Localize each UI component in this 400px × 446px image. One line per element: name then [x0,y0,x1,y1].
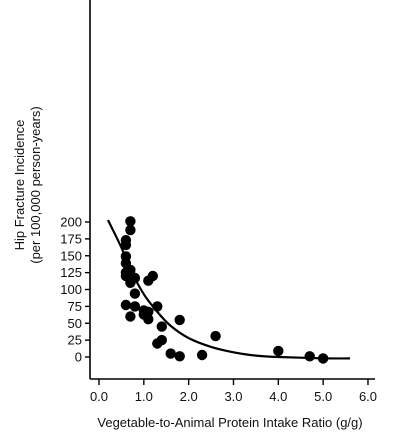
data-point [120,239,132,251]
y-axis-title-line2: (per 100,000 person-years) [28,106,43,264]
y-tick-label: 125 [60,265,82,280]
y-tick-label: 0 [75,350,82,365]
data-point [304,351,315,362]
fit-curve [107,219,351,360]
y-axis-title-line1: Hip Fracture Incidence [12,120,27,251]
y-tick-label: 50 [68,316,82,331]
x-tick-label: 0.0 [90,389,108,404]
data-point [125,216,136,227]
data-point [152,301,163,312]
x-axis-title: Vegetable-to-Animal Protein Intake Ratio… [97,415,362,430]
data-point [273,345,284,357]
x-tick-label: 3.0 [224,389,242,404]
x-tick-label: 1.0 [135,389,153,404]
data-point [174,351,185,362]
data-points [120,216,329,364]
x-tick-label: 2.0 [180,389,198,404]
data-point [120,299,132,311]
data-point [125,277,136,288]
y-tick-label: 25 [68,333,82,348]
data-point [125,224,136,236]
y-tick-label: 75 [68,299,82,314]
y-tick-label: 200 [60,215,82,230]
y-tick-label: 150 [60,248,82,263]
y-tick-label: 175 [60,231,82,246]
data-point [125,311,136,322]
data-point [156,321,167,332]
y-tick-label: 100 [60,282,82,297]
data-point [129,301,141,312]
data-point [196,349,208,361]
data-point [143,314,154,325]
x-tick-label: 5.0 [314,389,332,404]
data-point [174,314,185,326]
y-axis-title: Hip Fracture Incidence (per 100,000 pers… [12,106,43,264]
axes [89,0,375,380]
data-point [129,288,141,299]
data-point [143,275,154,286]
data-point [165,348,176,359]
data-point [210,330,221,342]
data-point [152,338,163,349]
x-ticks: 0.0 1.0 2.0 3.0 4.0 5.0 6.0 [90,379,377,404]
data-point [317,353,329,364]
x-tick-label: 6.0 [359,389,377,404]
x-tick-label: 4.0 [269,389,287,404]
